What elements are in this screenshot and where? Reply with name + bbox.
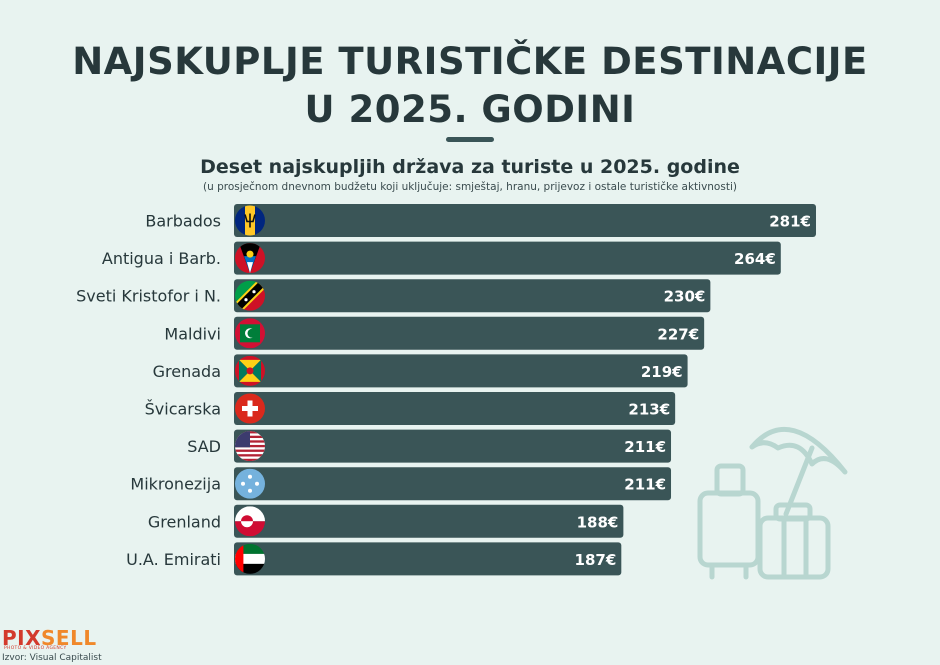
bar (234, 467, 672, 501)
chart-title: Deset najskupljih država za turiste u 20… (200, 156, 740, 178)
saint-kitts-flag (235, 280, 265, 311)
usa-flag (235, 431, 265, 462)
pixsell-logo: PIXSELL (2, 626, 97, 650)
logo-part-2: SELL (41, 626, 97, 650)
uae-flag (235, 543, 265, 574)
logo-tagline: PHOTO & VIDEO AGENCY (4, 646, 67, 651)
bar (234, 316, 705, 350)
value-label: 264€ (734, 250, 776, 268)
title-underline (446, 137, 494, 142)
value-label: 230€ (664, 288, 706, 306)
greenland-flag (235, 506, 265, 537)
logo-part-1: PIX (2, 626, 42, 650)
bar (234, 204, 816, 237)
category-label: SAD (187, 437, 221, 456)
bar (234, 241, 781, 275)
category-label: Sveti Kristofor i N. (76, 287, 221, 306)
bar (234, 504, 624, 538)
value-label: 188€ (577, 513, 619, 531)
grenada-flag (235, 355, 265, 386)
category-label: Švicarska (145, 400, 221, 419)
value-label: 219€ (641, 363, 683, 381)
antigua-flag (235, 243, 265, 274)
value-label: 211€ (624, 476, 666, 494)
bar (234, 392, 676, 425)
category-label: Barbados (145, 212, 221, 231)
category-label: Mikronezija (130, 475, 221, 494)
category-label: Grenland (148, 512, 221, 531)
value-label: 227€ (657, 325, 699, 343)
bar (234, 354, 688, 388)
value-label: 211€ (624, 438, 666, 456)
category-label: Grenada (153, 362, 221, 381)
value-label: 187€ (575, 551, 617, 569)
title-line-1: NAJSKUPLJE TURISTIČKE DESTINACIJE (72, 40, 868, 83)
category-label: U.A. Emirati (126, 550, 221, 569)
category-label: Maldivi (164, 324, 221, 343)
category-label: Antigua i Barb. (102, 249, 221, 268)
title-line-2: U 2025. GODINI (304, 88, 636, 131)
switzerland-flag (235, 393, 265, 424)
barbados-flag (235, 205, 265, 236)
source-note: Izvor: Visual Capitalist (2, 653, 102, 663)
value-label: 281€ (769, 213, 811, 231)
chart-subtitle: (u prosječnom dnevnom budžetu koji uklju… (203, 181, 737, 193)
bar (234, 279, 711, 313)
value-label: 213€ (628, 401, 670, 419)
travel-decoration-icon (697, 426, 848, 580)
page-title: NAJSKUPLJE TURISTIČKE DESTINACIJE U 2025… (0, 38, 940, 134)
bar (234, 542, 622, 576)
bar (234, 429, 672, 463)
micronesia-flag (235, 468, 265, 499)
maldives-flag (235, 318, 265, 349)
